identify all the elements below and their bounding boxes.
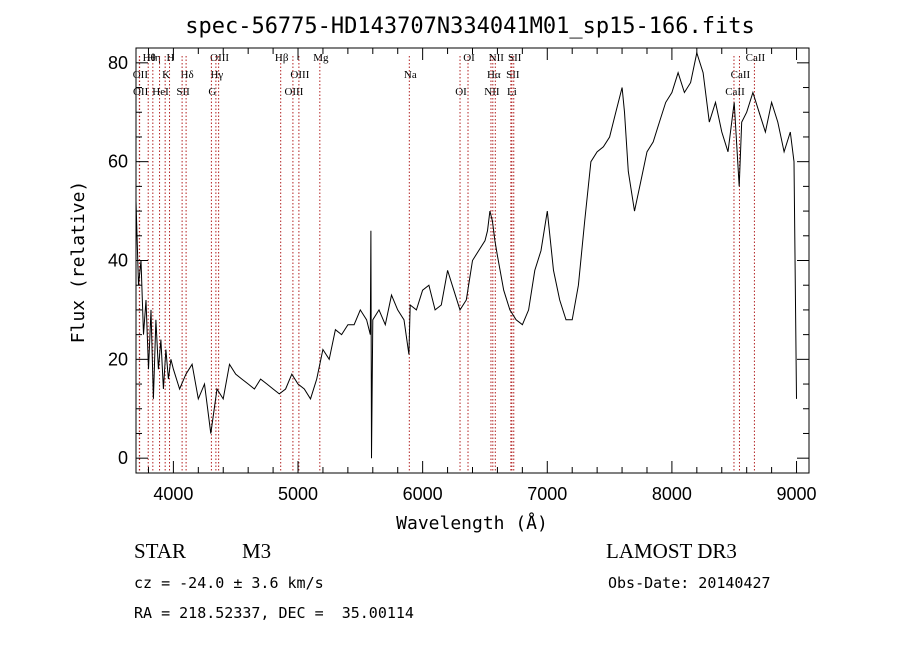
spectral-line-label: NII [489,52,505,64]
spectral-line-label: Hδ [181,69,194,81]
object-class: STAR [134,539,186,563]
spectral-line-label: OII [133,86,149,98]
survey-name: LAMOST DR3 [606,539,737,563]
axis-ticks: 4000 5000 6000 7000 8000 9000 0 20 40 60 80 [108,48,817,504]
spectral-line-label: CaII [725,86,745,98]
spectral-line-label: OI [455,86,467,98]
spectral-line-label: SII [176,86,190,98]
y-axis-label: Flux (relative) [68,181,89,344]
spectral-line-label: Hα [487,69,501,81]
spectral-line-label: NII [484,86,500,98]
spectral-line-label: Hη [147,52,161,64]
spectral-line-label: OIII [284,86,303,98]
spectral-line-label: Hγ [210,69,223,81]
x-tick-label: 6000 [403,484,443,504]
y-tick-label: 40 [108,251,128,271]
spectral-line-label: SII [508,52,522,64]
spectral-line-label: Mg [313,52,329,64]
x-tick-label: 7000 [527,484,567,504]
x-tick-label: 4000 [153,484,193,504]
spectral-line-label: Na [404,69,417,81]
chart-title: spec-56775-HD143707N334041M01_sp15-166.f… [185,14,755,39]
spectral-line-label: CaII [731,69,751,81]
y-tick-label: 60 [108,152,128,172]
spectral-line-label: OI [463,52,475,64]
spectral-line-label: Hβ [275,52,289,64]
spectral-line-label: OII [133,69,149,81]
x-tick-label: 9000 [777,484,817,504]
spectral-line-label: H [167,52,175,64]
obs-date-text: Obs-Date: 20140427 [608,574,771,592]
spectral-line-label: CaII [746,52,766,64]
spectral-line-label: OIII [210,52,229,64]
y-tick-label: 80 [108,53,128,73]
y-tick-label: 0 [118,448,128,468]
coordinates-text: RA = 218.52337, DEC = 35.00114 [134,604,414,622]
subclass: M3 [242,539,272,563]
x-tick-label: 5000 [278,484,318,504]
spectral-line-label: Li [507,86,517,98]
y-tick-label: 20 [108,349,128,369]
redshift-text: cz = -24.0 ± 3.6 km/s [134,574,324,592]
spectral-line-label: SII [506,69,520,81]
x-tick-label: 8000 [652,484,692,504]
spectral-line-label: HeI [152,86,169,98]
x-axis-label: Wavelength (Å) [396,512,548,534]
spectrum-series-line [135,50,797,459]
spectral-line-label: OIII [290,69,309,81]
spectral-line-markers: HθOIIOIIHηKHeIHHδSIIOIIIHγGHβOIIIOIIIMgN… [133,52,766,473]
spectral-line-label: G [208,86,216,98]
spectral-line-label: K [162,69,170,81]
